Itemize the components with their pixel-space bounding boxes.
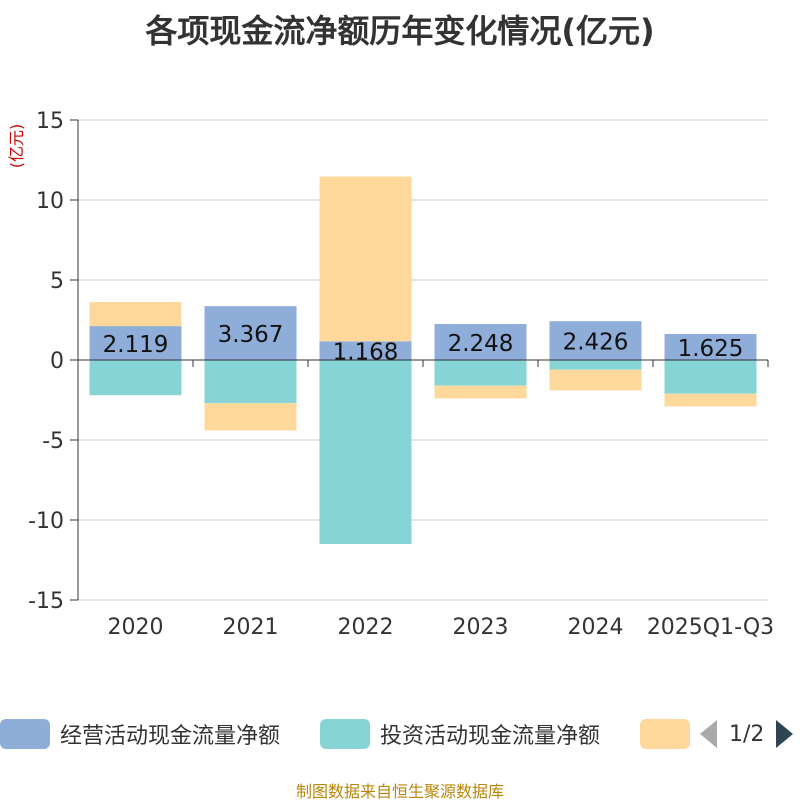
x-tick-label: 2023 bbox=[453, 615, 509, 640]
x-tick-label: 2020 bbox=[108, 615, 164, 640]
next-page-icon[interactable] bbox=[776, 720, 794, 748]
data-label: 1.168 bbox=[333, 340, 399, 366]
bar-operating bbox=[204, 306, 297, 360]
y-tick-label: 0 bbox=[50, 349, 64, 374]
data-label: 2.248 bbox=[448, 331, 514, 357]
legend-item-investing[interactable]: 投资活动现金流量净额 bbox=[320, 716, 600, 752]
x-tick-label: 2024 bbox=[568, 615, 624, 640]
bar-financing bbox=[434, 385, 527, 399]
chart-title: 各项现金流净额历年变化情况(亿元) bbox=[145, 12, 655, 50]
x-tick-label: 2025Q1-Q3 bbox=[647, 615, 774, 640]
bar-investing bbox=[664, 360, 757, 394]
legend-label-investing: 投资活动现金流量净额 bbox=[380, 724, 601, 749]
legend-item-operating[interactable]: 经营活动现金流量净额 bbox=[0, 716, 280, 752]
bar-operating bbox=[319, 341, 412, 360]
bar-financing bbox=[549, 369, 642, 391]
y-axis-unit-label: (亿元) bbox=[7, 124, 26, 169]
y-tick-label: 15 bbox=[36, 109, 64, 134]
legend-page-indicator: 1/2 bbox=[729, 721, 765, 747]
bar-investing bbox=[319, 360, 412, 544]
legend-pager: 1/2 bbox=[700, 716, 794, 752]
legend-item-financing[interactable] bbox=[640, 716, 690, 752]
bar-investing bbox=[204, 360, 297, 404]
legend-swatch-investing bbox=[320, 719, 370, 749]
y-tick-label: -5 bbox=[42, 429, 64, 454]
data-label: 3.367 bbox=[218, 322, 284, 348]
y-tick-label: 10 bbox=[36, 189, 64, 214]
x-tick-label: 2021 bbox=[223, 615, 279, 640]
bar-financing bbox=[664, 393, 757, 407]
bar-operating bbox=[89, 326, 182, 360]
y-tick-label: 5 bbox=[50, 269, 64, 294]
bar-financing bbox=[204, 403, 297, 431]
bar-operating bbox=[549, 321, 642, 360]
bar-financing bbox=[89, 302, 182, 327]
bar-investing bbox=[549, 360, 642, 370]
x-tick-label: 2022 bbox=[338, 615, 394, 640]
bar-investing bbox=[89, 360, 182, 396]
y-tick-label: -15 bbox=[28, 589, 64, 614]
bar-investing bbox=[434, 360, 527, 386]
legend: 经营活动现金流量净额 投资活动现金流量净额 1/2 bbox=[0, 716, 800, 756]
data-label: 2.119 bbox=[103, 332, 169, 358]
bar-operating bbox=[664, 334, 757, 360]
data-label: 2.426 bbox=[563, 330, 629, 356]
legend-swatch-operating bbox=[0, 719, 50, 749]
previous-page-icon[interactable] bbox=[700, 720, 717, 748]
chart-area: 15 10 5 0 -5 -10 -15 (亿元) 2.119 3.367 1.168 2.248 2.… bbox=[7, 109, 774, 640]
bar-financing bbox=[319, 176, 412, 342]
legend-swatch-financing bbox=[640, 719, 690, 749]
y-tick-label: -10 bbox=[28, 509, 64, 534]
legend-label-operating: 经营活动现金流量净额 bbox=[60, 724, 281, 749]
data-source-footer: 制图数据来自恒生聚源数据库 bbox=[295, 782, 504, 801]
data-label: 1.625 bbox=[678, 336, 744, 362]
bar-operating bbox=[434, 324, 527, 360]
